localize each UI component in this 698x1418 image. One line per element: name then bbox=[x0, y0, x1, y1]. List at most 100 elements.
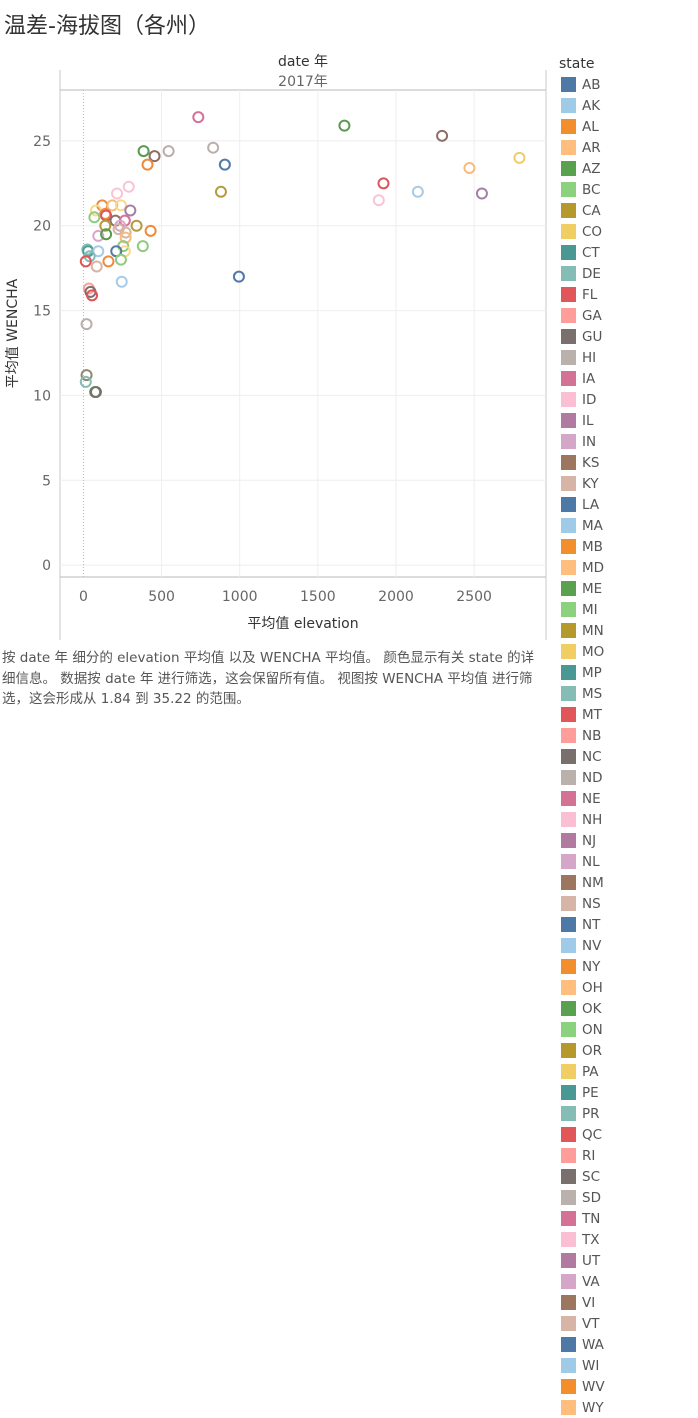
legend-item-vi[interactable]: VI bbox=[558, 1292, 698, 1313]
legend-label: ND bbox=[582, 769, 603, 786]
data-point bbox=[411, 185, 424, 198]
legend-item-ia[interactable]: IA bbox=[558, 368, 698, 389]
legend-item-wi[interactable]: WI bbox=[558, 1355, 698, 1376]
legend-item-sc[interactable]: SC bbox=[558, 1166, 698, 1187]
legend-label: IN bbox=[582, 433, 597, 450]
legend-item-mi[interactable]: MI bbox=[558, 599, 698, 620]
legend-item-on[interactable]: ON bbox=[558, 1019, 698, 1040]
legend-item-mp[interactable]: MP bbox=[558, 662, 698, 683]
legend-item-wv[interactable]: WV bbox=[558, 1376, 698, 1397]
legend-swatch bbox=[561, 1358, 576, 1373]
legend-item-ks[interactable]: KS bbox=[558, 452, 698, 473]
legend-item-qc[interactable]: QC bbox=[558, 1124, 698, 1145]
legend-item-ri[interactable]: RI bbox=[558, 1145, 698, 1166]
legend-item-ar[interactable]: AR bbox=[558, 137, 698, 158]
legend-item-ms[interactable]: MS bbox=[558, 683, 698, 704]
legend-item-ma[interactable]: MA bbox=[558, 515, 698, 536]
legend-item-fl[interactable]: FL bbox=[558, 284, 698, 305]
legend-item-tx[interactable]: TX bbox=[558, 1229, 698, 1250]
legend-item-md[interactable]: MD bbox=[558, 557, 698, 578]
legend-label: HI bbox=[582, 349, 597, 366]
legend-item-nj[interactable]: NJ bbox=[558, 830, 698, 851]
legend-item-gu[interactable]: GU bbox=[558, 326, 698, 347]
legend-swatch bbox=[561, 854, 576, 869]
legend-item-ak[interactable]: AK bbox=[558, 95, 698, 116]
legend-item-ab[interactable]: AB bbox=[558, 74, 698, 95]
legend-swatch bbox=[561, 1190, 576, 1205]
legend-item-nm[interactable]: NM bbox=[558, 872, 698, 893]
legend-item-mb[interactable]: MB bbox=[558, 536, 698, 557]
legend-item-ky[interactable]: KY bbox=[558, 473, 698, 494]
legend-label: OH bbox=[582, 979, 603, 996]
legend-item-va[interactable]: VA bbox=[558, 1271, 698, 1292]
legend-item-nb[interactable]: NB bbox=[558, 725, 698, 746]
legend-label: CA bbox=[582, 202, 601, 219]
legend-item-ct[interactable]: CT bbox=[558, 242, 698, 263]
legend-swatch bbox=[561, 560, 576, 575]
legend-item-la[interactable]: LA bbox=[558, 494, 698, 515]
legend-swatch bbox=[561, 266, 576, 281]
legend-swatch bbox=[561, 1148, 576, 1163]
legend-item-ny[interactable]: NY bbox=[558, 956, 698, 977]
legend: state AB AK AL AR AZ BC CA CO CT DE FL GA GU HI IA ID IL… bbox=[558, 54, 698, 1418]
legend-item-nt[interactable]: NT bbox=[558, 914, 698, 935]
legend-label: QC bbox=[582, 1126, 603, 1143]
legend-item-mo[interactable]: MO bbox=[558, 641, 698, 662]
legend-item-al[interactable]: AL bbox=[558, 116, 698, 137]
legend-item-co[interactable]: CO bbox=[558, 221, 698, 242]
legend-item-nv[interactable]: NV bbox=[558, 935, 698, 956]
legend-item-pr[interactable]: PR bbox=[558, 1103, 698, 1124]
legend-label: AL bbox=[582, 118, 599, 135]
data-point bbox=[463, 162, 476, 175]
legend-swatch bbox=[561, 728, 576, 743]
legend-label: NB bbox=[582, 727, 602, 744]
legend-item-ns[interactable]: NS bbox=[558, 893, 698, 914]
legend-label: ID bbox=[582, 391, 597, 408]
legend-item-vt[interactable]: VT bbox=[558, 1313, 698, 1334]
legend-item-ca[interactable]: CA bbox=[558, 200, 698, 221]
legend-item-ok[interactable]: OK bbox=[558, 998, 698, 1019]
legend-swatch bbox=[561, 896, 576, 911]
legend-swatch bbox=[561, 371, 576, 386]
legend-item-nd[interactable]: ND bbox=[558, 767, 698, 788]
legend-label: MI bbox=[582, 601, 598, 618]
legend-item-mn[interactable]: MN bbox=[558, 620, 698, 641]
legend-swatch bbox=[561, 1337, 576, 1352]
data-point bbox=[119, 231, 132, 244]
legend-label: NC bbox=[582, 748, 602, 765]
legend-item-in[interactable]: IN bbox=[558, 431, 698, 452]
legend-item-az[interactable]: AZ bbox=[558, 158, 698, 179]
legend-item-wy[interactable]: WY bbox=[558, 1397, 698, 1418]
legend-item-bc[interactable]: BC bbox=[558, 179, 698, 200]
legend-item-oh[interactable]: OH bbox=[558, 977, 698, 998]
legend-label: DE bbox=[582, 265, 601, 282]
legend-item-ga[interactable]: GA bbox=[558, 305, 698, 326]
legend-item-me[interactable]: ME bbox=[558, 578, 698, 599]
legend-item-pa[interactable]: PA bbox=[558, 1061, 698, 1082]
legend-item-nc[interactable]: NC bbox=[558, 746, 698, 767]
legend-item-mt[interactable]: MT bbox=[558, 704, 698, 725]
legend-item-ut[interactable]: UT bbox=[558, 1250, 698, 1271]
data-point bbox=[232, 270, 245, 283]
legend-label: SC bbox=[582, 1168, 600, 1185]
legend-item-nl[interactable]: NL bbox=[558, 851, 698, 872]
legend-item-id[interactable]: ID bbox=[558, 389, 698, 410]
legend-label: NY bbox=[582, 958, 601, 975]
legend-item-ne[interactable]: NE bbox=[558, 788, 698, 809]
legend-swatch bbox=[561, 77, 576, 92]
legend-item-sd[interactable]: SD bbox=[558, 1187, 698, 1208]
legend-swatch bbox=[561, 1232, 576, 1247]
y-tick-label: 10 bbox=[33, 388, 51, 404]
legend-swatch bbox=[561, 749, 576, 764]
legend-swatch bbox=[561, 224, 576, 239]
legend-item-or[interactable]: OR bbox=[558, 1040, 698, 1061]
legend-label: MN bbox=[582, 622, 604, 639]
legend-item-de[interactable]: DE bbox=[558, 263, 698, 284]
legend-item-wa[interactable]: WA bbox=[558, 1334, 698, 1355]
legend-item-hi[interactable]: HI bbox=[558, 347, 698, 368]
data-point bbox=[80, 369, 93, 382]
legend-item-il[interactable]: IL bbox=[558, 410, 698, 431]
legend-item-tn[interactable]: TN bbox=[558, 1208, 698, 1229]
legend-item-nh[interactable]: NH bbox=[558, 809, 698, 830]
legend-item-pe[interactable]: PE bbox=[558, 1082, 698, 1103]
